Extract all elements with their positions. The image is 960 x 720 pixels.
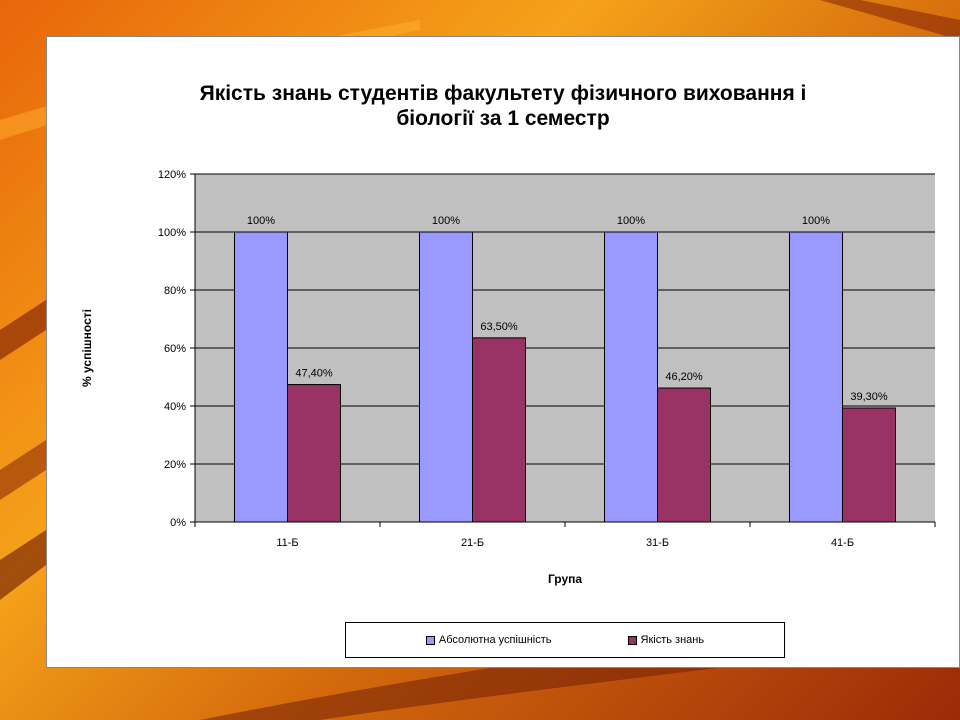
legend-label-absolute: Абсолютна успішність	[438, 634, 552, 646]
chart-title-line-2: біології за 1 семестр	[396, 107, 610, 130]
data-labels: 100% 47,40% 100% 63,50% 100% 46,20% 100% 39,30%	[247, 215, 888, 403]
data-label: 100%	[432, 215, 460, 227]
y-axis-title: % успішності	[80, 309, 94, 387]
data-label: 46,20%	[665, 371, 703, 383]
y-tick-label: 0%	[170, 517, 186, 529]
legend-item-absolute: Абсолютна успішність	[425, 634, 552, 646]
data-label: 63,50%	[480, 321, 518, 333]
data-label: 39,30%	[850, 391, 888, 403]
bar-absolute	[234, 231, 288, 523]
chart-title-line-1: Якість знань студентів факультету фізичн…	[199, 82, 807, 105]
bar-quality	[287, 384, 341, 523]
y-tick-label: 20%	[164, 459, 186, 471]
bar-absolute	[789, 231, 843, 523]
bar-chart: 100% 47,40% 100% 63,50% 100% 46,20% 100% 39,30%…	[80, 169, 936, 586]
bar-quality	[842, 407, 896, 523]
y-tick-label: 80%	[164, 285, 186, 297]
data-label: 100%	[247, 215, 275, 227]
legend-swatch-absolute	[425, 635, 435, 645]
bar-quality	[657, 387, 711, 523]
legend-item-quality: Якість знань	[627, 634, 705, 646]
chart-panel: Якість знань студентів факультету фізичн…	[46, 36, 960, 668]
x-tick-label: 41-Б	[831, 537, 854, 549]
axes: 0% 20% 40% 60% 80% 100% 120% 11-Б 21-Б 31-Б 41-Б	[158, 169, 936, 549]
data-label: 47,40%	[295, 368, 333, 380]
bar-quality	[472, 337, 526, 523]
data-label: 100%	[617, 215, 645, 227]
chart-title: Якість знань студентів факультету фізичн…	[47, 81, 959, 131]
bars	[234, 231, 896, 523]
x-tick-label: 21-Б	[461, 537, 484, 549]
bar-absolute	[419, 231, 473, 523]
y-tick-label: 40%	[164, 401, 186, 413]
y-tick-label: 60%	[164, 343, 186, 355]
y-tick-label: 120%	[158, 169, 186, 181]
legend-label-quality: Якість знань	[640, 634, 705, 646]
x-axis-title: Група	[548, 572, 582, 586]
data-label: 100%	[802, 215, 830, 227]
x-tick-label: 31-Б	[646, 537, 669, 549]
legend-swatch-quality	[627, 635, 637, 645]
legend: Абсолютна успішність Якість знань	[345, 622, 785, 658]
bar-absolute	[604, 231, 658, 523]
x-tick-label: 11-Б	[276, 537, 298, 549]
y-tick-label: 100%	[158, 227, 186, 239]
